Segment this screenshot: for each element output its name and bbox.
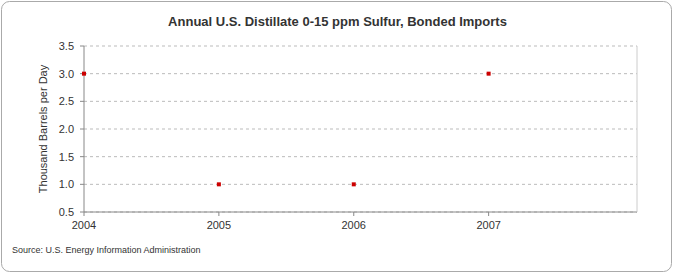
x-tick — [84, 212, 85, 216]
x-tick-label: 2004 — [72, 219, 96, 231]
grid-line — [84, 46, 637, 47]
frame — [2, 2, 672, 272]
x-tick-label: 2007 — [476, 219, 500, 231]
y-axis — [84, 46, 85, 212]
title: Annual U.S. Distillate 0-15 ppm Sulfur, … — [168, 14, 507, 29]
y-tick-label: 3.0 — [59, 68, 74, 80]
y-tick — [80, 156, 84, 157]
y-tick — [80, 184, 84, 185]
x-tick — [218, 212, 219, 216]
grid-line — [84, 212, 637, 213]
point — [217, 182, 221, 186]
y-tick — [80, 212, 84, 213]
grid-line — [84, 184, 637, 185]
chart: Annual U.S. Distillate 0-15 ppm Sulfur, … — [0, 0, 675, 275]
point — [352, 182, 356, 186]
grid-line — [84, 101, 637, 102]
y-label: Thousand Barrels per Day — [37, 64, 49, 193]
grid-line — [84, 73, 637, 74]
grid-line — [84, 129, 637, 130]
y-tick — [80, 101, 84, 102]
x-tick-label: 2006 — [342, 219, 366, 231]
x-tick-label: 2005 — [207, 219, 231, 231]
y-tick-label: 2.5 — [59, 95, 74, 107]
plot-edge — [637, 46, 638, 212]
y-tick — [80, 46, 84, 47]
y-tick-label: 1.5 — [59, 151, 74, 163]
y-tick — [80, 129, 84, 130]
grid-line — [84, 156, 637, 157]
y-tick-label: 0.5 — [59, 206, 74, 218]
x-tick — [488, 212, 489, 216]
point — [487, 72, 491, 76]
source: Source: U.S. Energy Information Administ… — [12, 245, 201, 255]
x-tick — [353, 212, 354, 216]
point — [82, 72, 86, 76]
y-tick-label: 2.0 — [59, 123, 74, 135]
y-tick-label: 1.0 — [59, 178, 74, 190]
points — [82, 72, 491, 187]
y-tick-label: 3.5 — [59, 40, 74, 52]
x-axis — [84, 212, 637, 213]
